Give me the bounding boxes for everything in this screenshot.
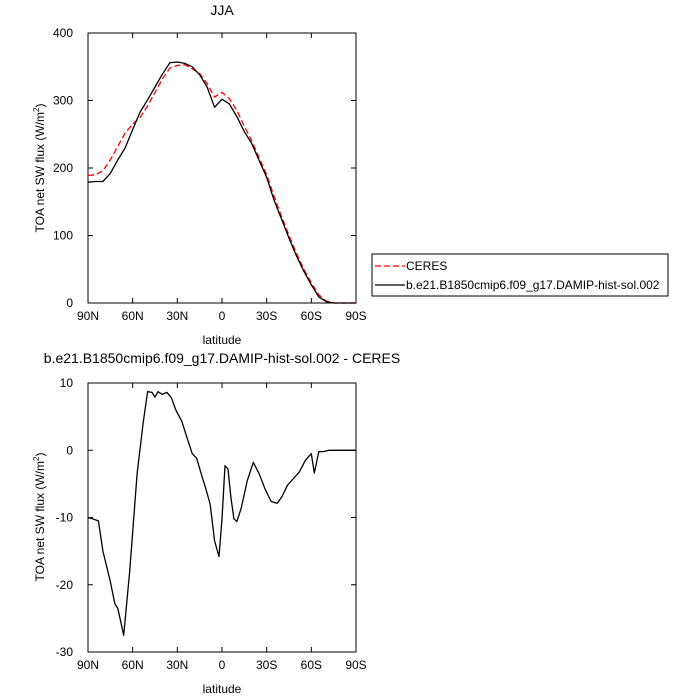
top-y-tick-label: 300 [53,94,73,108]
top-panel-title: JJA [210,2,234,18]
bottom-series-layer [87,391,356,636]
bottom-x-tick-label: 30S [256,658,277,672]
top-x-tick-label: 30N [166,309,188,323]
top-series-line-1 [87,61,356,304]
legend: CERES b.e21.B1850cmip6.f09_g17.DAMIP-his… [371,253,669,297]
legend-box [371,253,669,297]
top-y-axis-title-tail: ) [33,104,47,108]
top-y-axis-title: TOA net SW flux (W/m2) [32,104,47,233]
bottom-x-axis-title: latitude [203,682,242,696]
bottom-y-axis-title: TOA net SW flux (W/m2) [32,453,47,582]
legend-label-model: b.e21.B1850cmip6.f09_g17.DAMIP-hist-sol.… [406,278,660,292]
top-series-line-0 [87,64,356,304]
bottom-y-tick-label: -20 [56,578,74,592]
top-x-axis-title: latitude [203,333,242,347]
top-y-tick-label: 200 [53,161,73,175]
top-plot-frame [87,32,357,304]
bottom-x-tick-label: 90N [77,658,99,672]
bottom-x-tick-label: 0 [219,658,226,672]
top-y-axis-title-sup: 2 [32,107,41,112]
top-x-tick-label: 90S [345,309,366,323]
top-y-axis-title-main: TOA net SW flux (W/m [33,112,47,232]
top-x-tick-label: 30S [256,309,277,323]
bottom-x-tick-label: 30N [166,658,188,672]
bottom-y-axis-title-sup: 2 [32,456,41,461]
top-series-layer [87,61,356,304]
bottom-y-tick-label: 0 [66,443,73,457]
top-x-tick-label: 90N [77,309,99,323]
top-x-tick-label: 60N [122,309,144,323]
top-y-tick-label: 0 [66,296,73,310]
bottom-panel-title: b.e21.B1850cmip6.f09_g17.DAMIP-hist-sol.… [44,350,400,366]
legend-label-ceres: CERES [406,259,447,273]
bottom-y-axis-title-tail: ) [33,453,47,457]
bottom-y-tick-label: -10 [56,511,74,525]
bottom-x-tick-label: 60S [301,658,322,672]
top-y-tick-label: 400 [53,26,73,40]
bottom-y-tick-label: -30 [56,645,74,659]
bottom-y-axis-title-main: TOA net SW flux (W/m [33,461,47,581]
top-axis-ticks: 90N 60N 30N 0 30S 60S 90S 0 100 200 300 400 [53,26,367,323]
bottom-x-tick-label: 90S [345,658,366,672]
top-panel: JJA 90N 60N 30N 0 30S 60S 90S 0 100 200 300 400 lat… [32,2,367,347]
top-x-tick-label: 60S [301,309,322,323]
top-x-tick-label: 0 [219,309,226,323]
bottom-panel: b.e21.B1850cmip6.f09_g17.DAMIP-hist-sol.… [32,350,400,696]
top-y-tick-label: 100 [53,229,73,243]
bottom-y-tick-label: 10 [60,376,74,390]
bottom-axis-ticks: 90N 60N 30N 0 30S 60S 90S -30 -20 -10 0 10 [56,376,367,672]
bottom-series-line-0 [87,391,356,636]
bottom-x-tick-label: 60N [122,658,144,672]
